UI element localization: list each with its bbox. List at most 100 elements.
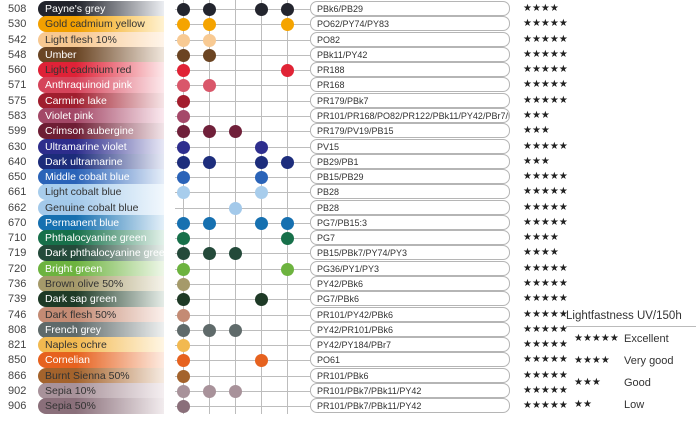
color-number: 720 (8, 262, 27, 275)
legend-stars: ★★★★★ (574, 333, 619, 344)
color-name: Sepia 10% (45, 385, 96, 397)
color-swatch (38, 260, 164, 277)
row-connector-line (175, 146, 310, 148)
color-name: Dark flesh 50% (45, 308, 117, 321)
color-swatch (38, 199, 164, 216)
availability-dot (177, 232, 190, 246)
color-row: 736 Brown olive 50% PY42/PBk6 ★★★★★ (0, 275, 700, 293)
lightfastness-rating: ★★★ (523, 125, 550, 137)
legend-row-excellent: ★★★★★ Excellent (566, 333, 696, 355)
color-row: 661 Light cobalt blue PB28 ★★★★★ (0, 183, 700, 201)
color-row: 571 Anthraquinoid pink PR168 ★★★★★ (0, 76, 700, 94)
availability-dot (281, 64, 294, 78)
color-number: 630 (8, 140, 27, 153)
color-swatch (38, 337, 164, 354)
column-guide-line (209, 0, 210, 414)
color-name: Dark phthalocyanine green (45, 247, 171, 260)
pigment-code: PG7/PBk6 (310, 291, 510, 307)
color-name: Dark sap green (45, 293, 117, 306)
row-connector-line (175, 70, 310, 72)
availability-dot (281, 262, 294, 276)
color-swatch (38, 230, 164, 247)
legend-title: Lightfastness UV/150h (566, 310, 696, 327)
availability-dot (177, 79, 190, 93)
color-number: 906 (8, 400, 27, 413)
pigment-code: PG7/PB15:3 (310, 214, 510, 230)
pigment-code: PBk11/PY42 (310, 46, 510, 62)
lightfastness-rating: ★★★★★ (523, 216, 568, 228)
pigment-code: PV15 (310, 138, 510, 154)
color-swatch (38, 169, 164, 186)
lightfastness-rating: ★★★★★ (523, 94, 568, 106)
row-connector-line (175, 329, 310, 331)
availability-dot (229, 201, 242, 215)
availability-dot (177, 400, 190, 414)
color-name: Sepia 50% (45, 400, 96, 413)
pigment-code: PR101/PBk7/PBk11/PY42 (310, 398, 510, 414)
color-number: 640 (8, 155, 27, 168)
availability-dot (255, 140, 268, 154)
color-swatch (38, 16, 164, 33)
color-row: 640 Dark ultramarine PB29/PB1 ★★★ (0, 153, 700, 171)
pigment-code: PB29/PB1 (310, 153, 510, 169)
color-number: 560 (8, 64, 27, 77)
availability-dot (281, 155, 294, 169)
row-connector-line (175, 345, 310, 347)
legend-stars: ★★★★ (574, 355, 610, 366)
lightfastness-rating: ★★★★★ (523, 293, 568, 305)
availability-dot (177, 33, 190, 47)
color-row: 739 Dark sap green PG7/PBk6 ★★★★★ (0, 290, 700, 308)
color-row: 670 Permanent blue PG7/PB15:3 ★★★★★ (0, 214, 700, 232)
color-row: 746 Dark flesh 50% PR101/PY42/PBk6 ★★★★★ (0, 306, 700, 324)
color-number: 575 (8, 94, 27, 107)
availability-dot (177, 354, 190, 368)
row-connector-line (175, 85, 310, 87)
lightfastness-rating: ★★★★★ (523, 369, 568, 381)
color-name: Light flesh 10% (45, 33, 117, 46)
lightfastness-rating: ★★★★★ (523, 339, 568, 351)
lightfastness-rating: ★★★★★ (523, 64, 568, 76)
color-row: 599 Crimson aubergine PR179/PV19/PB15 ★★★ (0, 122, 700, 140)
legend-label: Very good (624, 355, 674, 367)
color-name: Burnt Sienna 50% (45, 369, 130, 382)
color-swatch (38, 138, 164, 155)
legend-row-good: ★★★ Good (566, 377, 696, 399)
availability-dot (203, 48, 216, 62)
row-connector-line (175, 24, 310, 26)
availability-dot (203, 3, 216, 16)
color-swatch (38, 398, 164, 415)
color-row: 548 Umber PBk11/PY42 ★★★★★ (0, 46, 700, 64)
color-number: 530 (8, 18, 27, 31)
color-swatch (38, 291, 164, 308)
legend-label: Good (624, 377, 651, 389)
color-number: 902 (8, 385, 27, 397)
color-name: French grey (45, 323, 102, 336)
availability-dot (177, 125, 190, 139)
lightfastness-rating: ★★★★ (523, 3, 559, 14)
lightfastness-rating: ★★★★★ (523, 308, 568, 320)
availability-dot (203, 18, 216, 32)
color-swatch (38, 276, 164, 293)
lightfastness-rating: ★★★★★ (523, 18, 568, 30)
color-name: Phthalocyanine green (45, 232, 147, 245)
availability-dot (203, 33, 216, 47)
color-row: 850 Cornelian PO61 ★★★★★ (0, 351, 700, 369)
availability-dot (255, 171, 268, 185)
color-row: 542 Light flesh 10% PO82 ★★★★★ (0, 31, 700, 49)
availability-dot (281, 3, 294, 16)
row-connector-line (175, 39, 310, 41)
row-connector-line (175, 284, 310, 286)
color-row: 902 Sepia 10% PR101/PBk7/PBk11/PY42 ★★★★★ (0, 382, 700, 400)
pigment-code: PB15/PBk7/PY74/PY3 (310, 245, 510, 261)
color-name: Violet pink (45, 109, 94, 122)
lightfastness-rating: ★★★★★ (523, 171, 568, 183)
color-name: Light cadmium red (45, 64, 132, 77)
row-connector-line (175, 54, 310, 56)
availability-dot (203, 79, 216, 93)
lightfastness-rating: ★★★★★ (523, 186, 568, 198)
color-name: Naples ochre (45, 339, 107, 352)
availability-dot (203, 155, 216, 169)
color-number: 548 (8, 48, 27, 61)
color-number: 661 (8, 186, 27, 199)
color-swatch (38, 62, 164, 79)
